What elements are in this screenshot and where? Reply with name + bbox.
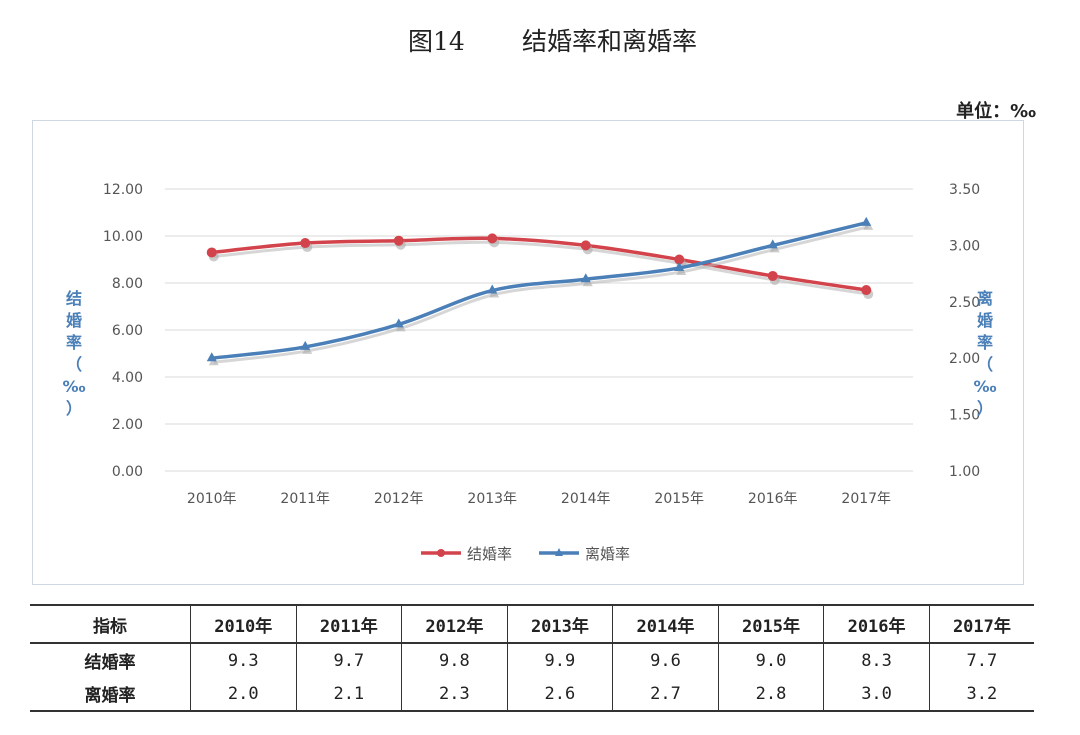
x-axis-tick-label: 2012年 <box>374 491 424 507</box>
table-cell: 3.2 <box>928 677 1034 712</box>
table-header-cell: 2010年 <box>190 604 297 644</box>
table-header-row: 指标 2010年 2011年 2012年 2013年 2014年 2015年 2… <box>30 604 1034 644</box>
table-cell: 2.6 <box>506 677 613 712</box>
table-header-cell: 2015年 <box>717 604 824 644</box>
unit-label: 单位：‰ <box>956 101 1036 122</box>
right-axis-tick-label: 2.50 <box>949 295 980 311</box>
data-point-divorce <box>580 273 591 283</box>
table-cell: 9.0 <box>717 643 824 677</box>
figure-number: 图14 <box>408 27 465 56</box>
table-cell: 2.3 <box>401 677 508 712</box>
table-header-cell: 2012年 <box>401 604 508 644</box>
legend-marker <box>437 549 445 557</box>
x-axis-tick-label: 2017年 <box>841 491 891 507</box>
x-axis-tick-label: 2014年 <box>561 491 611 507</box>
data-point-divorce <box>861 216 872 226</box>
table-row-label: 结婚率 <box>84 653 136 673</box>
table-header-cell: 指标 <box>30 604 191 644</box>
right-axis-tick-label: 1.00 <box>949 464 980 480</box>
table-cell: 8.3 <box>823 643 930 677</box>
right-axis-tick-label: 1.50 <box>949 408 980 424</box>
data-point-divorce <box>206 352 217 362</box>
table-cell: 7.7 <box>928 643 1034 677</box>
data-point-divorce <box>300 340 311 350</box>
x-axis-tick-label: 2010年 <box>187 491 237 507</box>
line-chart: 0.00 2.00 4.00 6.00 8.00 10.00 12.00 1.00 1.50 2.… <box>62 182 996 563</box>
table-header-cell: 2011年 <box>295 604 402 644</box>
data-point-divorce <box>393 318 404 328</box>
data-point-divorce <box>674 261 685 271</box>
table-cell: 2.1 <box>295 677 402 712</box>
right-axis-tick-label: 2.00 <box>949 351 980 367</box>
x-axis-tick-label: 2013年 <box>467 491 517 507</box>
data-point-marriage <box>767 270 778 281</box>
data-table: 指标 2010年 2011年 2012年 2013年 2014年 2015年 2… <box>30 604 1034 712</box>
data-point-divorce <box>767 239 778 249</box>
table-cell: 9.9 <box>506 643 613 677</box>
table-row-divorce: 离婚率 2.0 2.1 2.3 2.6 2.7 2.8 3.0 3.2 <box>30 677 1034 712</box>
series-line-marriage <box>210 236 868 292</box>
table-cell: 2.0 <box>190 677 297 712</box>
table-header-cell: 2013年 <box>506 604 613 644</box>
table-cell: 9.3 <box>190 643 297 677</box>
right-axis-title: 离婚率（‰） <box>973 289 996 418</box>
legend-label: 结婚率 <box>467 545 512 563</box>
left-axis-tick-label: 0.00 <box>112 464 143 480</box>
data-point-marriage <box>487 233 498 244</box>
x-axis-tick-label: 2015年 <box>654 491 704 507</box>
data-point-marriage <box>300 238 311 249</box>
table-cell: 9.8 <box>401 643 508 677</box>
left-axis-tick-label: 12.00 <box>103 182 143 198</box>
data-point-marriage <box>206 247 217 258</box>
table-cell: 3.0 <box>823 677 930 712</box>
table-cell: 2.7 <box>612 677 719 712</box>
data-point-marriage <box>674 254 685 265</box>
chart-area: 0.00 2.00 4.00 6.00 8.00 10.00 12.00 1.00 1.50 2.… <box>32 120 1024 585</box>
x-axis-tick-label: 2016年 <box>748 491 798 507</box>
legend-label: 离婚率 <box>585 545 630 563</box>
left-axis-tick-label: 6.00 <box>112 323 143 339</box>
series-line-shadow <box>213 240 869 296</box>
table-header-cell: 2014年 <box>612 604 719 644</box>
table-cell: 9.7 <box>295 643 402 677</box>
data-point-marriage <box>861 285 872 296</box>
table-cell: 9.6 <box>612 643 719 677</box>
series-line-divorce <box>210 221 868 360</box>
left-axis-title: 结婚率（‰） <box>62 289 85 418</box>
table-row-marriage: 结婚率 9.3 9.7 9.8 9.9 9.6 9.0 8.3 7.7 <box>30 643 1034 677</box>
table-row-label: 离婚率 <box>30 677 191 712</box>
left-axis-tick-label: 2.00 <box>112 417 143 433</box>
legend-marker <box>555 548 563 556</box>
data-point-marriage <box>580 240 591 251</box>
right-axis-tick-label: 3.00 <box>949 238 980 254</box>
figure-title: 图14 结婚率和离婚率 <box>0 22 1080 56</box>
x-axis-tick-label: 2011年 <box>280 491 330 507</box>
table-cell: 2.8 <box>717 677 824 712</box>
series-line-shadow <box>213 225 869 364</box>
figure-title-text: 结婚率和离婚率 <box>522 27 698 56</box>
left-axis-tick-label: 10.00 <box>103 229 143 245</box>
table-header-cell: 2016年 <box>823 604 930 644</box>
data-point-marriage <box>393 235 404 246</box>
left-axis-tick-label: 8.00 <box>112 276 143 292</box>
left-axis-tick-label: 4.00 <box>112 370 143 386</box>
data-point-divorce <box>487 284 498 294</box>
table-header-cell: 2017年 <box>928 604 1034 644</box>
right-axis-tick-label: 3.50 <box>949 182 980 198</box>
